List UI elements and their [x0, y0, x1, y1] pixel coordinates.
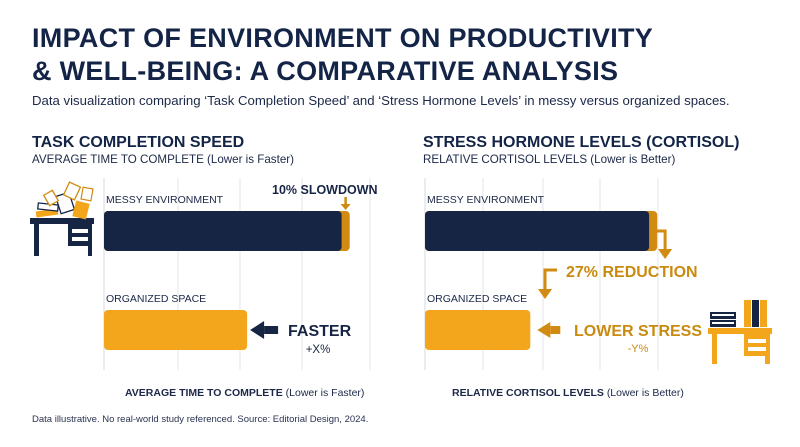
chart-2-title: STRESS HORMONE LEVELS (CORTISOL): [423, 134, 740, 151]
page-subtitle: Data visualization comparing ‘Task Compl…: [32, 93, 730, 108]
chart-1-bar-organized: [104, 310, 248, 350]
chart-2-category-label: MESSY ENVIRONMENT: [427, 194, 545, 206]
chart-2-x-axis-title-bold: RELATIVE CORTISOL LEVELS: [452, 387, 604, 399]
chart-1-annotation-faster: FASTER: [288, 323, 352, 340]
chart-2-lower-arrow-shaft: [550, 326, 561, 334]
title-line-2: & WELL-BEING: A COMPARATIVE ANALYSIS: [32, 56, 619, 86]
chart-2-annotation-lower-stress: LOWER STRESS: [574, 323, 702, 340]
chart-1-annotation-slowdown: 10% SLOWDOWN: [272, 183, 378, 197]
chart-2-x-axis-title-rest: (Lower is Better): [606, 387, 684, 399]
messy-desk-icon: [30, 181, 94, 256]
footnote: Data illustrative. No real-world study r…: [32, 414, 369, 425]
chart-2-annotation-arrowhead: [658, 249, 673, 259]
page-title: IMPACT OF ENVIRONMENT ON PRODUCTIVITY & …: [32, 22, 653, 88]
chart-1-annotation-arrowhead: [340, 204, 351, 210]
chart-1-subtitle: AVERAGE TIME TO COMPLETE (Lower is Faste…: [32, 153, 294, 166]
chart-2-subtitle: RELATIVE CORTISOL LEVELS (Lower is Bette…: [423, 153, 676, 166]
chart-2-plot: [424, 178, 659, 370]
chart-1-x-axis-title-bold: AVERAGE TIME TO COMPLETE: [125, 387, 283, 399]
chart-2-annotation-arrow2-shaft: [543, 268, 557, 291]
chart-1-title: TASK COMPLETION SPEED: [32, 134, 245, 151]
chart-2-lower-arrowhead: [537, 322, 551, 338]
chart-2-annotation-reduction: 27% REDUCTION: [566, 264, 698, 281]
organized-desk-icon: [708, 300, 772, 364]
chart-1-x-axis-title-rest: (Lower is Faster): [285, 387, 365, 399]
chart-2-annotation-arrowhead-2: [538, 289, 552, 299]
chart-1-x-axis-title: AVERAGE TIME TO COMPLETE (Lower is Faste…: [125, 387, 364, 399]
chart-1-plot: [103, 178, 371, 370]
chart-2-annotation-arrow-shaft: [653, 229, 667, 250]
chart-2-x-axis-title: RELATIVE CORTISOL LEVELS (Lower is Bette…: [452, 387, 684, 399]
title-line-1: IMPACT OF ENVIRONMENT ON PRODUCTIVITY: [32, 23, 654, 53]
chart-1-category-label: MESSY ENVIRONMENT: [106, 194, 224, 206]
chart-2-bar-messy: [425, 211, 650, 251]
chart-1-faster-arrowhead: [250, 321, 265, 339]
chart-2-category-label: ORGANIZED SPACE: [427, 293, 527, 305]
chart-1-bar-messy: [104, 211, 342, 251]
chart-2-annotation-lower-stress-sub: -Y%: [628, 343, 649, 355]
chart-2-bar-organized: [425, 310, 531, 350]
chart-1-faster-arrow-shaft: [264, 326, 279, 334]
chart-1-annotation-faster-sub: +X%: [306, 344, 331, 356]
chart-1-category-label: ORGANIZED SPACE: [106, 293, 206, 305]
